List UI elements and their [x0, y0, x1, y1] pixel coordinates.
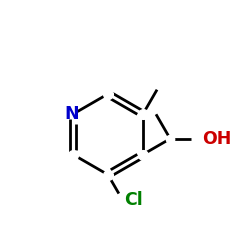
Text: OH: OH — [202, 130, 232, 148]
Text: Cl: Cl — [124, 191, 143, 209]
Text: N: N — [64, 105, 79, 123]
